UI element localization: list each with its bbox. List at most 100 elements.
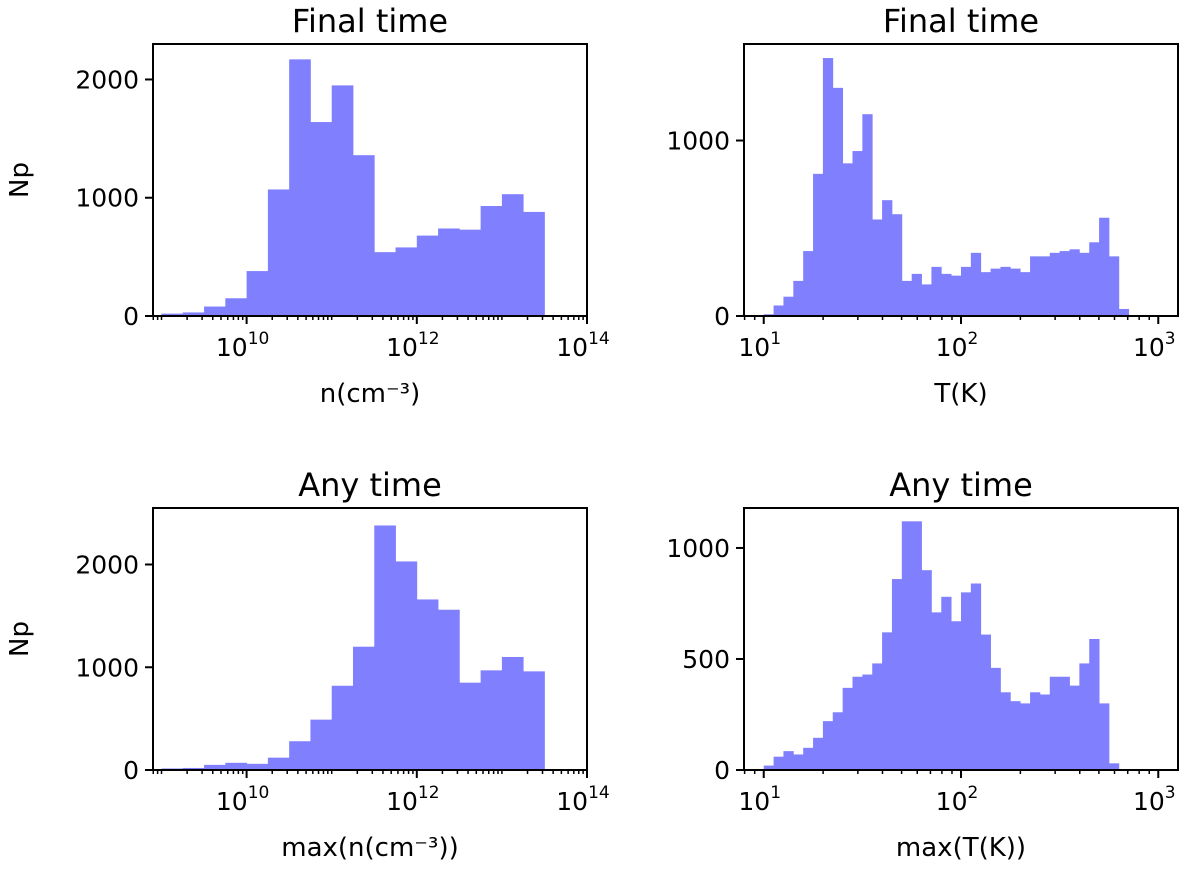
- x-tick-label: 1012: [386, 783, 439, 816]
- x-tick-base: 10: [1133, 333, 1165, 362]
- x-tick-exponent: 1: [770, 329, 781, 349]
- x-tick-base: 10: [556, 787, 588, 816]
- histogram-bar: [438, 228, 460, 316]
- histogram-bar: [459, 229, 482, 316]
- histogram-bar: [225, 298, 247, 316]
- y-tick-label: 1000: [666, 127, 730, 156]
- histogram-bar: [803, 747, 814, 770]
- histogram-bar: [990, 667, 1001, 770]
- histogram-bar: [523, 671, 545, 770]
- histogram-bar: [842, 687, 853, 770]
- histogram-bar: [289, 59, 311, 317]
- histogram-bar: [459, 682, 482, 770]
- histogram-bar: [941, 596, 952, 770]
- histogram-bar: [331, 685, 354, 770]
- histogram-bar: [1020, 703, 1031, 770]
- y-tick-label: 1000: [75, 653, 139, 682]
- histogram-bar: [852, 676, 863, 770]
- histogram-bar: [793, 280, 804, 316]
- x-tick-exponent: 2: [967, 329, 978, 349]
- x-tick-label: 1010: [216, 329, 269, 362]
- histogram-bar: [901, 521, 913, 770]
- x-tick-exponent: 2: [967, 783, 978, 803]
- histogram-bar: [331, 85, 354, 316]
- y-tick-label: 500: [682, 645, 730, 674]
- histogram-bar: [1118, 308, 1130, 316]
- histogram-bar: [872, 219, 883, 316]
- histogram-bar: [1020, 272, 1031, 316]
- histogram-bar: [852, 151, 863, 316]
- histogram-bar: [773, 756, 784, 770]
- histogram-bar: [911, 273, 922, 316]
- histogram-bar: [921, 570, 932, 770]
- x-tick-base: 10: [216, 333, 248, 362]
- x-tick-base: 10: [386, 787, 418, 816]
- chart-title: Any time: [889, 466, 1033, 504]
- y-tick-label: 1000: [666, 534, 730, 563]
- histogram-bar: [1030, 256, 1041, 316]
- histogram-bar: [395, 561, 418, 770]
- axes-frame: [152, 507, 588, 771]
- histogram-bar: [480, 670, 503, 770]
- histogram-bar: [961, 592, 972, 770]
- histogram-bar: [872, 663, 883, 770]
- x-tick-exponent: 3: [1165, 783, 1176, 803]
- histogram-bar: [182, 767, 205, 770]
- histogram-bar: [813, 737, 824, 770]
- histogram-bar: [1108, 763, 1120, 770]
- histogram-bar: [1099, 217, 1110, 316]
- x-tick-exponent: 10: [248, 783, 270, 803]
- histogram-bar: [921, 284, 932, 316]
- histogram-bar: [1089, 242, 1100, 316]
- histogram-bar: [1030, 692, 1041, 770]
- histogram-bar: [523, 211, 545, 316]
- histogram-bar: [204, 306, 226, 316]
- x-tick-base: 10: [738, 787, 770, 816]
- x-tick-label: 101: [738, 783, 781, 816]
- histogram-bar: [970, 583, 982, 770]
- histogram-bar: [1049, 252, 1061, 316]
- x-tick-exponent: 3: [1165, 329, 1176, 349]
- y-axis-label: Np: [5, 162, 35, 198]
- histogram-bar: [882, 632, 893, 770]
- x-tick-label: 103: [1133, 783, 1176, 816]
- x-axis-label: max(n(cm⁻³)): [281, 833, 458, 863]
- histogram-bar: [931, 612, 942, 770]
- histogram-bar: [289, 741, 311, 770]
- histogram-bar: [480, 206, 503, 316]
- histogram-bar: [901, 280, 913, 316]
- x-axis-label: T(K): [933, 379, 987, 409]
- x-tick-label: 1010: [216, 783, 269, 816]
- x-tick-label: 103: [1133, 329, 1176, 362]
- histogram-bar: [980, 634, 991, 770]
- chart-title: Final time: [883, 2, 1039, 40]
- histogram-bar: [773, 305, 784, 316]
- x-tick-exponent: 10: [248, 329, 270, 349]
- y-tick-label: 0: [714, 302, 730, 331]
- histogram-bar: [763, 765, 774, 770]
- x-tick-label: 102: [936, 783, 979, 816]
- histogram-bar: [980, 272, 991, 316]
- histogram-bar: [246, 763, 269, 770]
- x-axis-label: n(cm⁻³): [320, 379, 421, 409]
- histogram-bar: [246, 271, 269, 316]
- histogram-bar: [1039, 256, 1051, 316]
- histogram-bar: [990, 268, 1001, 316]
- histogram-bar: [161, 313, 184, 316]
- histogram-bar: [182, 312, 205, 316]
- x-tick-exponent: 12: [418, 783, 440, 803]
- x-tick-exponent: 12: [418, 329, 440, 349]
- x-tick-exponent: 14: [588, 329, 610, 349]
- histogram-bar: [204, 764, 226, 770]
- histogram-bar: [822, 721, 834, 770]
- histogram-bar: [1000, 692, 1011, 770]
- histogram-bar: [438, 609, 460, 770]
- histogram-bar: [1059, 676, 1070, 770]
- x-tick-base: 10: [936, 333, 968, 362]
- histogram-bar: [352, 155, 375, 316]
- histogram-bar: [416, 235, 439, 316]
- histogram-bar: [1059, 251, 1070, 316]
- histogram-bar: [813, 173, 824, 316]
